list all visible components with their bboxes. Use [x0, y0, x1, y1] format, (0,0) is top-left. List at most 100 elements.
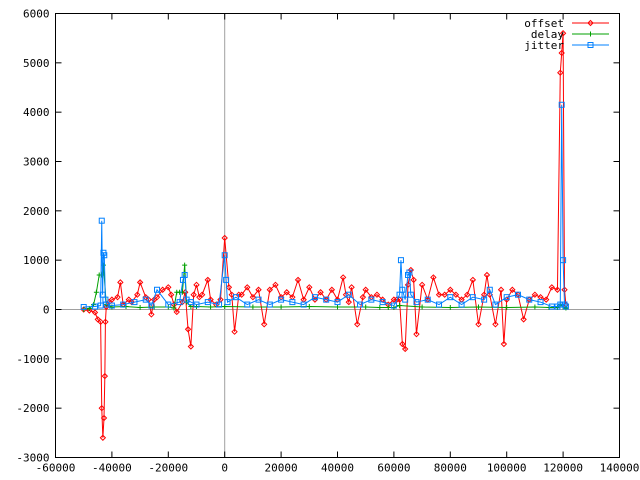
offset-point — [190, 291, 197, 298]
delay-point — [532, 304, 538, 310]
jitter-point — [379, 299, 386, 306]
offset-point — [418, 281, 426, 289]
offset-point — [167, 291, 175, 298]
jitter-point — [357, 301, 364, 308]
y-tick-label: -2000 — [16, 402, 49, 415]
delay-point — [137, 305, 143, 311]
delay-point — [278, 304, 284, 310]
offset-point — [306, 284, 313, 291]
x-tick-label: 80000 — [434, 462, 467, 475]
offset-point — [373, 291, 381, 298]
jitter-point — [131, 299, 138, 306]
jitter-point — [406, 269, 413, 276]
jitter-point — [300, 301, 307, 308]
plot-border — [55, 13, 620, 458]
jitter-point — [413, 299, 420, 306]
offset-point — [509, 286, 516, 293]
offset-point — [103, 303, 110, 311]
jitter-point — [458, 301, 465, 308]
x-tick-label: -20000 — [148, 462, 188, 475]
offset-point — [345, 298, 352, 306]
x-tick-label: 100000 — [487, 462, 527, 475]
offset-point — [249, 293, 257, 301]
offset-point — [98, 404, 105, 412]
offset-point — [108, 296, 116, 303]
offset-point — [452, 291, 460, 298]
jitter-point — [244, 301, 251, 308]
offset-point — [401, 345, 409, 353]
jitter-point — [548, 303, 555, 310]
offset-point — [354, 321, 361, 328]
offset-point — [492, 321, 499, 328]
jitter-point — [436, 301, 443, 308]
jitter-point — [486, 286, 493, 293]
jitter-point — [368, 296, 375, 303]
x-tick-label: 0 — [221, 462, 228, 475]
x-tick-label: 20000 — [265, 462, 298, 475]
jitter-point — [323, 296, 330, 303]
offset-point — [475, 321, 482, 328]
legend-marker-offset — [587, 19, 594, 27]
offset-point — [441, 291, 448, 298]
offset-point — [238, 291, 245, 298]
jitter-line — [83, 104, 567, 308]
jitter-point — [397, 257, 404, 264]
y-tick-label: 5000 — [23, 57, 50, 70]
jitter-point — [142, 296, 149, 303]
jitter-point — [560, 257, 567, 264]
jitter-point — [221, 252, 228, 259]
legend-label-offset: offset — [524, 17, 564, 30]
jitter-point — [526, 296, 533, 303]
jitter-point — [503, 294, 510, 301]
offset-point — [294, 276, 302, 284]
offset-point — [187, 343, 195, 350]
jitter-point — [216, 301, 223, 308]
offset-point — [134, 291, 141, 298]
jitter-point — [558, 101, 565, 108]
offset-point — [430, 274, 437, 281]
offset-point — [283, 289, 290, 296]
axes-layer: -60000 -40000 -20000 0 20000 40000 60000 80000 1… — [16, 8, 639, 475]
jitter-point — [557, 301, 564, 308]
jitter-point — [311, 294, 318, 301]
offset-point — [500, 340, 508, 348]
x-tick-label: -60000 — [36, 462, 76, 475]
jitter-point — [562, 303, 569, 310]
jitter-point — [193, 301, 200, 308]
jitter-point — [561, 301, 568, 308]
offset-point — [228, 291, 235, 298]
jitter-point — [80, 304, 87, 311]
offset-point — [359, 293, 367, 301]
delay-point — [363, 304, 369, 310]
offset-point — [328, 286, 336, 293]
jitter-point — [181, 271, 188, 278]
delay-point — [504, 305, 510, 311]
jitter-point — [176, 299, 183, 306]
y-tick-label: 2000 — [23, 205, 50, 218]
offset-point — [497, 286, 505, 293]
jitter-point — [148, 302, 155, 309]
offset-point — [159, 286, 166, 293]
jitter-point — [98, 217, 105, 224]
offset-point — [148, 311, 155, 318]
offset-point — [260, 321, 268, 328]
offset-point — [102, 318, 109, 326]
jitter-point — [407, 291, 414, 298]
offset-point — [447, 286, 454, 293]
jitter-point — [91, 303, 98, 310]
jitter-point — [481, 296, 488, 303]
delay-point — [419, 304, 425, 310]
offset-point — [182, 289, 189, 296]
offset-point — [464, 291, 471, 298]
offset-point — [231, 328, 238, 335]
offset-point — [204, 276, 211, 284]
jitter-point — [390, 302, 397, 309]
offset-point — [91, 309, 99, 316]
offset-point — [225, 284, 233, 291]
offset-point — [559, 30, 567, 37]
offset-point — [266, 286, 274, 293]
jitter-point — [514, 291, 521, 298]
offset-point — [272, 281, 279, 289]
